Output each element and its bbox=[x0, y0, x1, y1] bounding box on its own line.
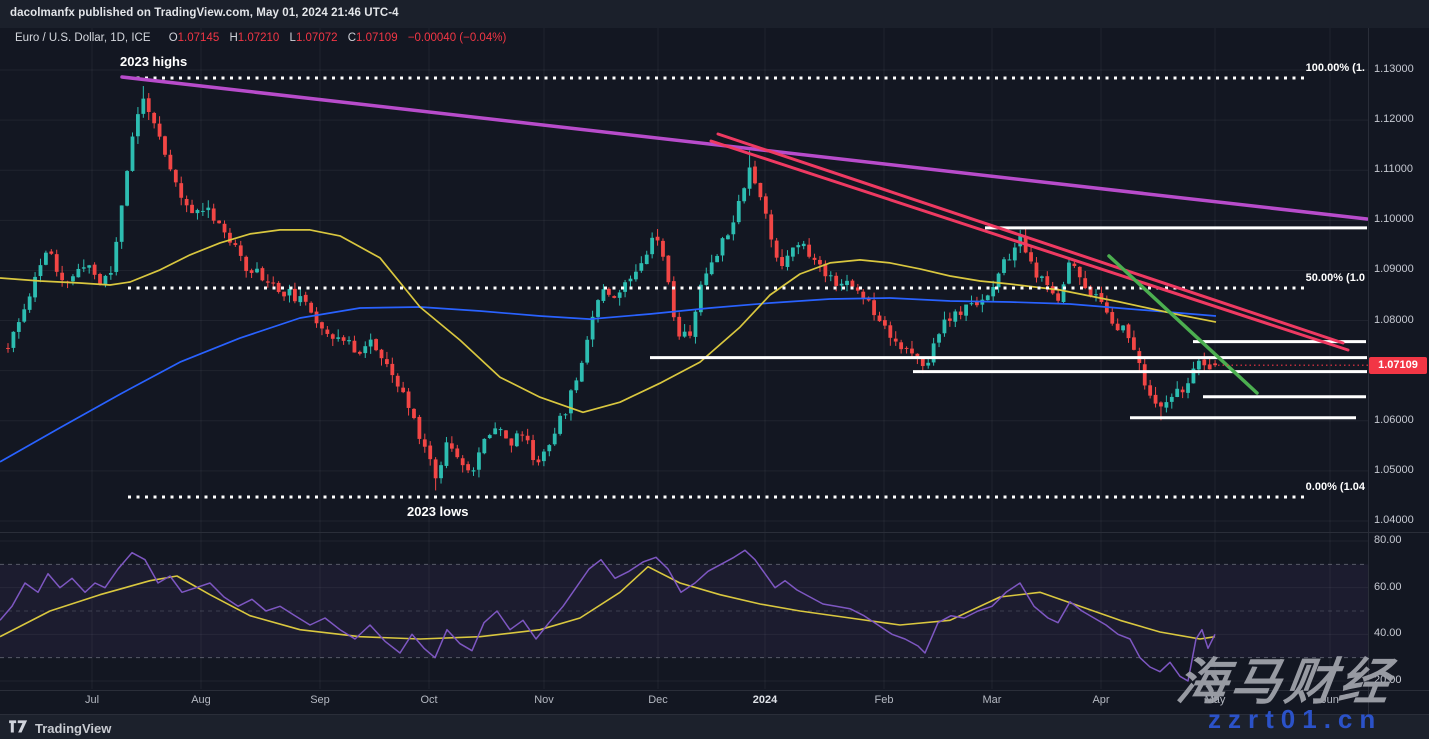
low-value: 1.07072 bbox=[295, 32, 338, 44]
symbol-title: Euro / U.S. Dollar, 1D, ICE bbox=[15, 32, 151, 44]
price-tick: 1.09000 bbox=[1374, 263, 1414, 275]
time-axis-label: Feb bbox=[874, 694, 894, 706]
annotation-2023-lows: 2023 lows bbox=[407, 504, 469, 519]
time-axis-label: Jul bbox=[84, 694, 100, 706]
axis-divider bbox=[0, 690, 1429, 691]
footer-strip bbox=[0, 714, 1429, 739]
high-label: H bbox=[229, 32, 238, 44]
fib-level-label: 50.00% (1.0 bbox=[1305, 272, 1365, 284]
price-tick: 1.04000 bbox=[1374, 514, 1414, 526]
fib-level-label: 100.00% (1. bbox=[1305, 62, 1365, 74]
rsi-tick: 20.00 bbox=[1374, 674, 1402, 686]
time-axis-label: Sep bbox=[310, 694, 330, 706]
tradingview-brand-text: TradingView bbox=[35, 720, 112, 736]
price-tick: 1.13000 bbox=[1374, 63, 1414, 75]
symbol-legend: Euro / U.S. Dollar, 1D, ICE O1.07145 H1.… bbox=[15, 32, 506, 44]
time-axis-label: Aug bbox=[191, 694, 211, 706]
price-tick: 1.06000 bbox=[1374, 414, 1414, 426]
tradingview-icon bbox=[8, 718, 29, 738]
low-label: L bbox=[289, 32, 296, 44]
price-tick: 1.08000 bbox=[1374, 314, 1414, 326]
annotation-2023-highs: 2023 highs bbox=[120, 54, 188, 69]
last-price-badge: 1.07109 bbox=[1369, 357, 1427, 374]
pane-divider[interactable] bbox=[0, 532, 1429, 533]
fib-level-label: 0.00% (1.04 bbox=[1305, 481, 1365, 493]
change-value: −0.00040 (−0.04%) bbox=[407, 32, 507, 44]
rsi-tick: 60.00 bbox=[1374, 581, 1402, 593]
time-axis-label: Oct bbox=[420, 694, 438, 706]
rsi-tick: 40.00 bbox=[1374, 627, 1402, 639]
time-axis-label: Jun bbox=[1321, 694, 1339, 706]
time-axis-label: Mar bbox=[982, 694, 1002, 706]
time-axis-label: 2024 bbox=[752, 694, 778, 706]
open-value: 1.07145 bbox=[177, 32, 220, 44]
time-axis-label: May bbox=[1204, 694, 1226, 706]
price-tick: 1.05000 bbox=[1374, 464, 1414, 476]
tradingview-logo-link[interactable]: TradingView bbox=[8, 718, 111, 738]
publisher-info: dacolmanfx published on TradingView.com,… bbox=[10, 7, 399, 19]
price-tick: 1.12000 bbox=[1374, 113, 1414, 125]
time-axis-label: Nov bbox=[534, 694, 554, 706]
open-label: O bbox=[168, 32, 178, 44]
close-value: 1.07109 bbox=[356, 32, 398, 44]
time-axis-label: Dec bbox=[648, 694, 668, 706]
price-tick: 1.11000 bbox=[1374, 163, 1413, 175]
price-tick: 1.10000 bbox=[1374, 213, 1414, 225]
rsi-tick: 80.00 bbox=[1374, 534, 1402, 546]
header-bar: dacolmanfx published on TradingView.com,… bbox=[0, 0, 1429, 28]
high-value: 1.07210 bbox=[237, 32, 280, 44]
price-axis-border bbox=[1368, 28, 1369, 714]
time-axis-label: Apr bbox=[1092, 694, 1110, 706]
watermark-site-text: zzrt01.cn bbox=[1208, 704, 1383, 734]
close-label: C bbox=[347, 32, 357, 44]
